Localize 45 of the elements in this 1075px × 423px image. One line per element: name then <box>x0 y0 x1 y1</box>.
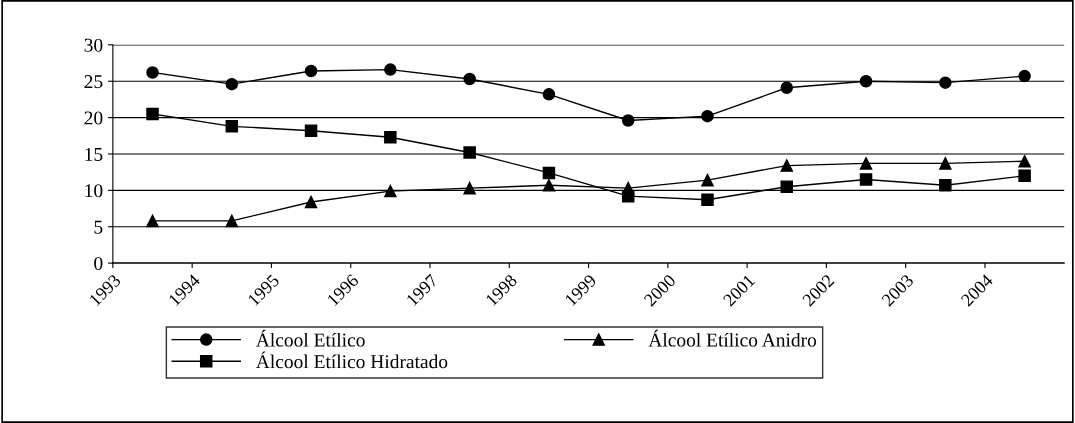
point <box>225 120 239 133</box>
point <box>780 81 794 95</box>
point <box>304 124 318 137</box>
point <box>1018 154 1031 168</box>
point <box>701 173 714 187</box>
point <box>780 159 794 172</box>
point <box>859 157 873 170</box>
point <box>384 184 397 198</box>
point <box>304 195 318 209</box>
point <box>939 179 952 192</box>
point <box>939 157 952 170</box>
point <box>225 214 239 228</box>
point <box>621 114 635 127</box>
point <box>146 107 159 121</box>
y-tick-label: 15 <box>85 147 103 161</box>
point <box>780 180 794 193</box>
point <box>146 214 159 228</box>
point <box>939 76 952 89</box>
point <box>859 173 873 186</box>
y-tick-label: 20 <box>84 111 103 125</box>
point <box>542 166 556 180</box>
point <box>463 72 476 86</box>
point <box>542 179 556 192</box>
point <box>859 74 873 88</box>
point <box>463 181 476 195</box>
y-tick-label: 25 <box>84 75 103 89</box>
y-tick-label: 0 <box>94 256 103 271</box>
point <box>146 66 159 79</box>
point <box>701 109 714 123</box>
legend-label: Álcool Etílico <box>255 329 365 347</box>
legend-label: Álcool Etílico Anidro <box>648 329 817 347</box>
point <box>621 181 635 195</box>
y-tick-label: 5 <box>94 220 103 234</box>
legend-label: Álcool Etílico Hidratado <box>255 351 448 369</box>
point <box>225 77 239 91</box>
y-tick-label: 30 <box>84 38 103 52</box>
point <box>304 64 318 78</box>
point <box>701 193 714 207</box>
point <box>1018 69 1031 83</box>
y-tick-label: 10 <box>85 184 103 198</box>
point <box>542 88 556 101</box>
point <box>1018 169 1031 183</box>
point <box>463 146 476 159</box>
point <box>384 63 397 76</box>
point <box>384 130 397 144</box>
